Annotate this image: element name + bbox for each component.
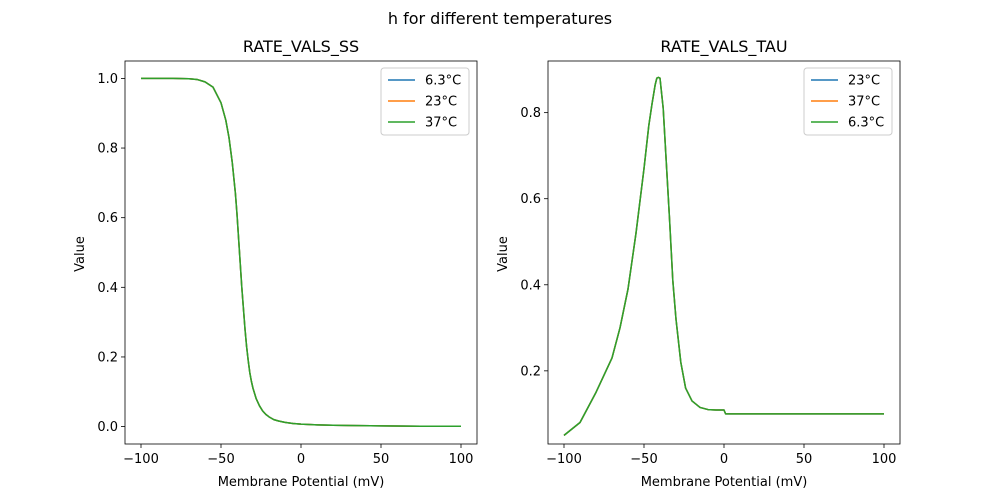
tau-xtick-label: 0 (720, 452, 728, 467)
ss-xtick-label: 50 (373, 452, 390, 467)
ss-xtick-label: 100 (449, 452, 474, 467)
ss-legend-box (380, 67, 470, 136)
ss-ytick-label: 0.6 (97, 211, 118, 226)
subplot-tau-ylabel: Value (496, 236, 511, 272)
tau-xtick-label: 100 (872, 452, 897, 467)
tau-ytick-label: 0.8 (520, 106, 541, 121)
tau-legend-box (803, 67, 893, 136)
ss-legend-label: 23°C (425, 95, 457, 110)
ss-ytick-label: 1.0 (97, 72, 118, 87)
subplot-ss-ylabel: Value (73, 236, 88, 272)
tau-xtick-label: 50 (796, 452, 813, 467)
tau-xtick-label: −100 (546, 452, 582, 467)
ss-legend-label: 6.3°C (425, 74, 461, 89)
tau-ytick-label: 0.2 (520, 364, 541, 379)
tau-legend: 23°C 37°C 6.3°C (803, 67, 893, 136)
subplot-tau-axes: −100 −50 0 50 100 0.2 0.4 0.6 0.8 23°C 37°C 6.3°C (520, 60, 901, 467)
subplot-ss-axes: −100 −50 0 50 100 0.0 0.2 0.4 0.6 0.8 1.0 6.3°C 23°C… (97, 60, 478, 467)
ss-xtick-label: −100 (123, 452, 159, 467)
ss-xtick-label: −50 (207, 452, 234, 467)
ss-series-line-2 (141, 77, 461, 427)
subplot-ss: RATE_VALS_SS Membrane Potential (mV) Val… (73, 37, 478, 490)
subplot-ss-xlabel: Membrane Potential (mV) (218, 475, 385, 490)
subplot-tau-title: RATE_VALS_TAU (660, 37, 787, 57)
subplot-tau-xlabel: Membrane Potential (mV) (641, 475, 808, 490)
ss-legend-label: 37°C (425, 116, 457, 131)
tau-legend-label: 23°C (848, 74, 880, 89)
figure-suptitle: h for different temperatures (388, 9, 612, 28)
tau-legend-label: 37°C (848, 95, 880, 110)
tau-ytick-label: 0.4 (520, 278, 541, 293)
tau-legend-label: 6.3°C (848, 116, 884, 131)
tau-xtick-label: −50 (630, 452, 657, 467)
subplot-ss-title: RATE_VALS_SS (243, 37, 359, 57)
tau-series-line-2 (563, 76, 884, 436)
ss-ytick-label: 0.2 (97, 350, 118, 365)
subplot-tau: RATE_VALS_TAU Membrane Potential (mV) Va… (496, 37, 901, 490)
ss-ytick-label: 0.8 (97, 142, 118, 157)
ss-legend: 6.3°C 23°C 37°C (380, 67, 470, 136)
ss-ytick-label: 0.0 (97, 420, 118, 435)
ss-xtick-label: 0 (297, 452, 305, 467)
tau-ytick-label: 0.6 (520, 192, 541, 207)
ss-ytick-label: 0.4 (97, 281, 118, 296)
